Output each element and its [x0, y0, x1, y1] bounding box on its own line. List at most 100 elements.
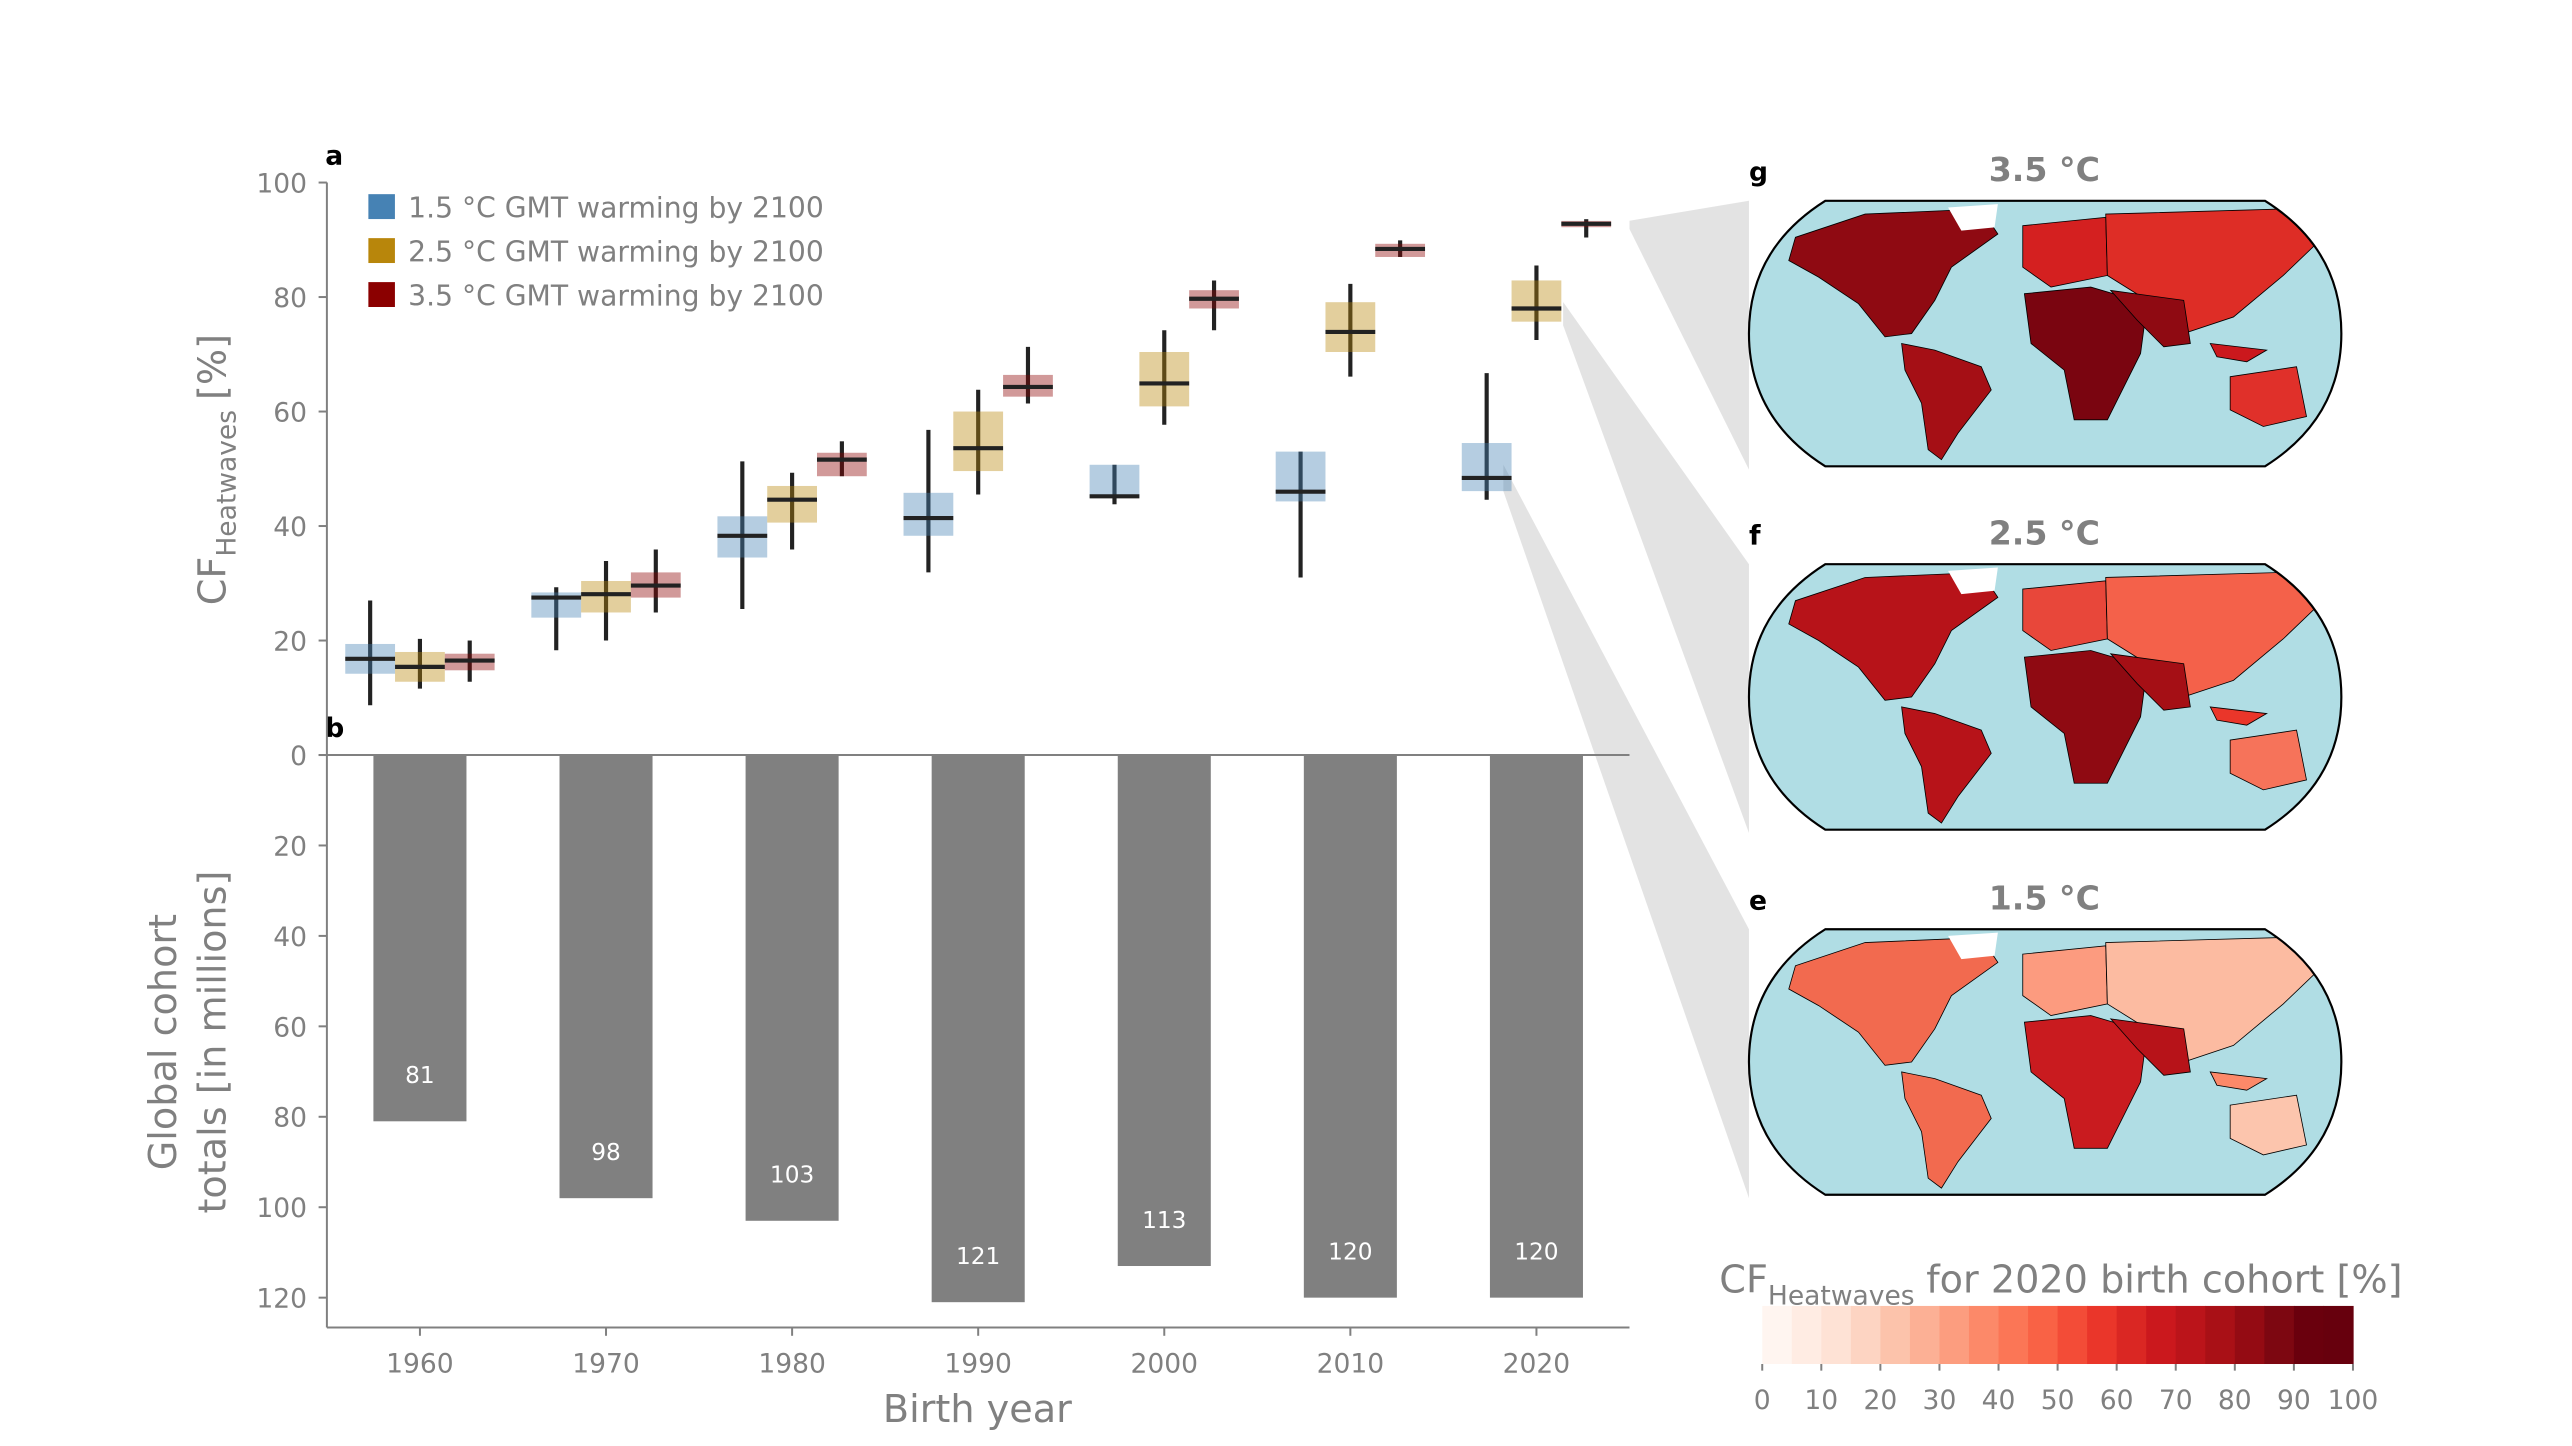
colorbar-cell [2175, 1305, 2206, 1365]
box [581, 580, 631, 613]
map: 2.5 °C f [1747, 513, 2343, 831]
box [1325, 302, 1376, 353]
bar-value-label: 121 [956, 1243, 1000, 1270]
x-tick-label: 1980 [758, 1348, 826, 1379]
country-region [2209, 1071, 2268, 1091]
colorbar-cell [1998, 1305, 2029, 1365]
bar [559, 755, 653, 1199]
colorbar-cell [2028, 1305, 2059, 1365]
bar [1489, 755, 1583, 1298]
colorbar-cell [2323, 1305, 2354, 1365]
x-axis-label: Birth year [883, 1387, 1072, 1431]
country-region [2229, 366, 2307, 427]
legend-swatch [368, 238, 395, 264]
country-region [2022, 580, 2108, 651]
colorbar-cell [2264, 1305, 2295, 1365]
bar [1303, 755, 1397, 1298]
legend-label: 2.5 °C GMT warming by 2100 [408, 235, 824, 268]
x-tick-label: 1970 [572, 1348, 640, 1379]
bar-value-label: 120 [1328, 1238, 1372, 1265]
map-title: 1.5 °C [1989, 878, 2100, 917]
country-region [2109, 1018, 2191, 1076]
country-region [2023, 286, 2148, 421]
y-label-main: CF [191, 557, 235, 606]
legend-label: 1.5 °C GMT warming by 2100 [408, 191, 824, 224]
panel-letter: f [1749, 520, 1761, 551]
panel-letter: g [1749, 157, 1768, 188]
country-region [2229, 729, 2307, 791]
colorbar-tick-label: 80 [2218, 1385, 2252, 1416]
colorbar-cell [2234, 1305, 2266, 1365]
colorbar-cell [2146, 1305, 2177, 1365]
box [903, 492, 954, 536]
colorbar-cell [1762, 1305, 1793, 1365]
colorbar-cell [2205, 1305, 2236, 1365]
map-frame [1747, 928, 2343, 1196]
panel-letter: e [1749, 885, 1767, 916]
colorbar-cell [1939, 1305, 1970, 1365]
colorbar-cell [1968, 1305, 2000, 1365]
colorbar-cell [2087, 1305, 2118, 1365]
bar-value-label: 81 [405, 1062, 435, 1089]
box [1139, 352, 1190, 407]
country-region [1901, 342, 1992, 461]
panel-letter: b [325, 713, 344, 744]
y-axis-label: CFHeatwaves [%] [191, 334, 243, 605]
colorbar-tick-label: 70 [2159, 1385, 2193, 1416]
box [1461, 443, 1512, 492]
colorbar-cell [1909, 1305, 1941, 1365]
land [1788, 567, 2324, 824]
country-region [2023, 1015, 2148, 1149]
y-tick-label: 100 [256, 169, 307, 200]
panel-letter: a [325, 140, 343, 171]
connector [1563, 302, 1749, 834]
y-tick-label: 80 [273, 1103, 307, 1134]
box [1275, 451, 1326, 502]
cb-label-main: CF [1719, 1258, 1768, 1302]
y-tick-label: 0 [290, 741, 307, 772]
colorbar-tick-label: 20 [1863, 1385, 1897, 1416]
y-tick-label: 40 [273, 922, 307, 953]
y-label-sub: Heatwaves [212, 410, 243, 557]
country-region [1901, 1071, 1992, 1189]
x-tick-label: 2020 [1503, 1348, 1571, 1379]
box [953, 411, 1004, 472]
y-axis-label: Global cohort [141, 914, 185, 1170]
legend-swatch [368, 282, 395, 307]
box [1089, 464, 1140, 498]
country-region [2022, 945, 2108, 1016]
cb-label-rest: for 2020 birth cohort [%] [1926, 1258, 2402, 1302]
y-axis-label: totals [in millions] [191, 871, 235, 1214]
country-region [1901, 706, 1992, 824]
bar-value-label: 120 [1514, 1238, 1558, 1265]
map-title: 3.5 °C [1989, 150, 2100, 189]
country-region [2022, 216, 2108, 288]
bar [745, 755, 839, 1221]
land [1788, 204, 2324, 461]
bar-value-label: 103 [770, 1162, 814, 1189]
box [767, 485, 817, 523]
colorbar-cell [1880, 1305, 1911, 1365]
map: 3.5 °C g [1747, 150, 2343, 468]
map-frame [1747, 199, 2343, 468]
legend-label: 3.5 °C GMT warming by 2100 [408, 279, 824, 312]
bar [931, 755, 1025, 1303]
colorbar-cell [1821, 1305, 1852, 1365]
colorbar-tick-label: 0 [1754, 1385, 1771, 1416]
map-frame [1747, 563, 2343, 831]
x-tick-label: 2010 [1317, 1348, 1385, 1379]
colorbar-tick-label: 30 [1923, 1385, 1957, 1416]
box [1511, 280, 1562, 322]
colorbar-tick-label: 60 [2100, 1385, 2134, 1416]
connectors [1503, 200, 1749, 1199]
greenland [1948, 932, 1998, 960]
y-label-unit: [%] [191, 334, 235, 400]
legend-swatch [368, 194, 395, 220]
x-tick-label: 1960 [386, 1348, 454, 1379]
y-tick-label: 100 [256, 1193, 307, 1224]
colorbar-tick-label: 100 [2328, 1385, 2379, 1416]
map-title: 2.5 °C [1989, 513, 2100, 552]
colorbar-label: CFHeatwaves for 2020 birth cohort [%] [1719, 1258, 2402, 1312]
land [1788, 932, 2324, 1189]
